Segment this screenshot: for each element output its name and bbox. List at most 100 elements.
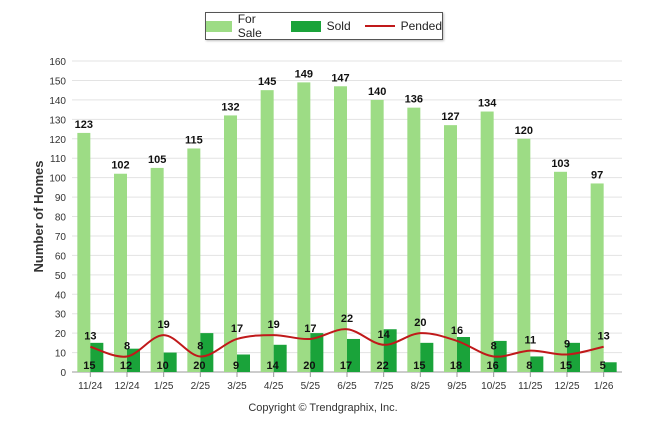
bar-for-sale	[444, 125, 457, 372]
y-tick-label: 140	[49, 96, 66, 107]
bar-for-sale	[187, 148, 201, 372]
data-label-sold: 16	[487, 360, 499, 372]
data-label-pended: 11	[525, 335, 537, 347]
data-label-pended: 16	[451, 325, 463, 337]
x-tick-label: 9/25	[447, 381, 467, 392]
bar-for-sale	[590, 183, 604, 372]
data-label-sold: 20	[193, 360, 205, 372]
data-label-for-sale: 103	[551, 158, 569, 170]
x-tick-label: 1/26	[594, 381, 614, 392]
legend-label-for-sale: For Sale	[237, 12, 262, 40]
x-tick-label: 5/25	[301, 381, 321, 392]
x-tick-label: 10/25	[481, 381, 506, 392]
bar-for-sale	[224, 115, 237, 373]
y-tick-label: 60	[55, 251, 67, 262]
data-label-pended: 17	[304, 323, 316, 335]
data-label-pended: 8	[491, 340, 497, 352]
y-tick-label: 0	[60, 368, 66, 379]
x-tick-label: 12/25	[554, 381, 579, 392]
copyright-text: Copyright © Trendgraphix, Inc.	[248, 402, 398, 414]
data-label-sold: 18	[450, 360, 462, 372]
bar-sold	[310, 333, 324, 372]
x-tick-label: 12/24	[114, 381, 139, 392]
data-label-for-sale: 115	[185, 134, 203, 146]
data-label-pended: 8	[124, 340, 130, 352]
bar-sold	[420, 342, 434, 372]
bar-for-sale	[260, 90, 274, 372]
data-label-sold: 22	[377, 360, 389, 372]
bar-sold	[603, 362, 617, 372]
bar-for-sale	[407, 107, 421, 373]
data-label-for-sale: 127	[441, 111, 459, 123]
y-tick-label: 100	[49, 174, 66, 185]
y-tick-label: 20	[55, 329, 67, 340]
y-tick-label: 70	[55, 232, 67, 243]
data-label-sold: 17	[340, 360, 352, 372]
data-label-sold: 9	[233, 360, 239, 372]
y-axis-title: Number of Homes	[31, 161, 46, 273]
bar-sold	[530, 356, 544, 372]
legend-item-for-sale[interactable]: For Sale	[206, 12, 277, 40]
data-label-for-sale: 120	[515, 125, 533, 137]
y-tick-label: 80	[55, 213, 67, 224]
legend-item-sold[interactable]: Sold	[290, 19, 351, 33]
x-tick-label: 3/25	[227, 381, 247, 392]
legend-label-sold: Sold	[326, 19, 351, 33]
y-tick-label: 10	[55, 349, 67, 360]
y-tick-label: 50	[55, 271, 67, 282]
y-tick-label: 40	[55, 290, 67, 301]
y-tick-label: 160	[49, 57, 66, 68]
legend-item-pended[interactable]: Pended	[364, 19, 442, 33]
data-label-for-sale: 147	[331, 72, 349, 84]
data-label-pended: 9	[564, 339, 570, 351]
data-label-sold: 8	[526, 360, 532, 372]
data-label-for-sale: 134	[478, 98, 497, 110]
data-label-pended: 13	[84, 331, 96, 343]
bar-sold	[163, 352, 177, 372]
bar-sold	[273, 344, 287, 372]
bar-for-sale	[517, 138, 531, 372]
data-label-for-sale: 136	[405, 94, 423, 106]
data-label-pended: 19	[268, 319, 280, 331]
data-label-sold: 10	[157, 360, 169, 372]
data-label-for-sale: 102	[111, 160, 129, 172]
data-label-pended: 22	[341, 313, 353, 325]
x-tick-label: 1/25	[154, 381, 174, 392]
data-label-pended: 13	[598, 331, 610, 343]
bar-for-sale	[334, 86, 347, 373]
data-label-for-sale: 123	[75, 119, 93, 131]
data-label-sold: 20	[303, 360, 315, 372]
bar-sold	[347, 338, 360, 372]
y-tick-label: 150	[49, 76, 66, 87]
bar-for-sale	[114, 173, 127, 372]
data-label-sold: 15	[83, 360, 95, 372]
y-tick-label: 90	[55, 193, 67, 204]
x-tick-label: 2/25	[191, 381, 211, 392]
x-tick-label: 8/25	[411, 381, 431, 392]
data-label-sold: 12	[120, 360, 132, 372]
bar-for-sale	[150, 167, 164, 372]
bar-sold	[237, 354, 250, 372]
data-label-pended: 8	[197, 340, 203, 352]
data-label-sold: 15	[560, 360, 572, 372]
data-label-pended: 19	[158, 319, 170, 331]
x-tick-label: 11/24	[78, 381, 103, 392]
bar-sold	[383, 329, 397, 372]
data-label-for-sale: 105	[148, 154, 166, 166]
data-label-for-sale: 140	[368, 86, 386, 98]
y-tick-label: 110	[50, 154, 66, 165]
bar-for-sale	[297, 82, 311, 372]
data-label-sold: 15	[413, 360, 425, 372]
data-label-for-sale: 145	[258, 76, 276, 88]
data-label-for-sale: 97	[591, 169, 603, 181]
data-label-pended: 14	[378, 329, 391, 341]
x-tick-label: 11/25	[518, 381, 543, 392]
data-label-for-sale: 132	[221, 101, 239, 113]
legend-swatch-sold	[290, 20, 321, 32]
y-tick-label: 30	[55, 310, 67, 321]
bar-for-sale	[77, 132, 91, 372]
bar-sold	[200, 333, 214, 372]
legend: For Sale Sold Pended	[205, 12, 443, 40]
